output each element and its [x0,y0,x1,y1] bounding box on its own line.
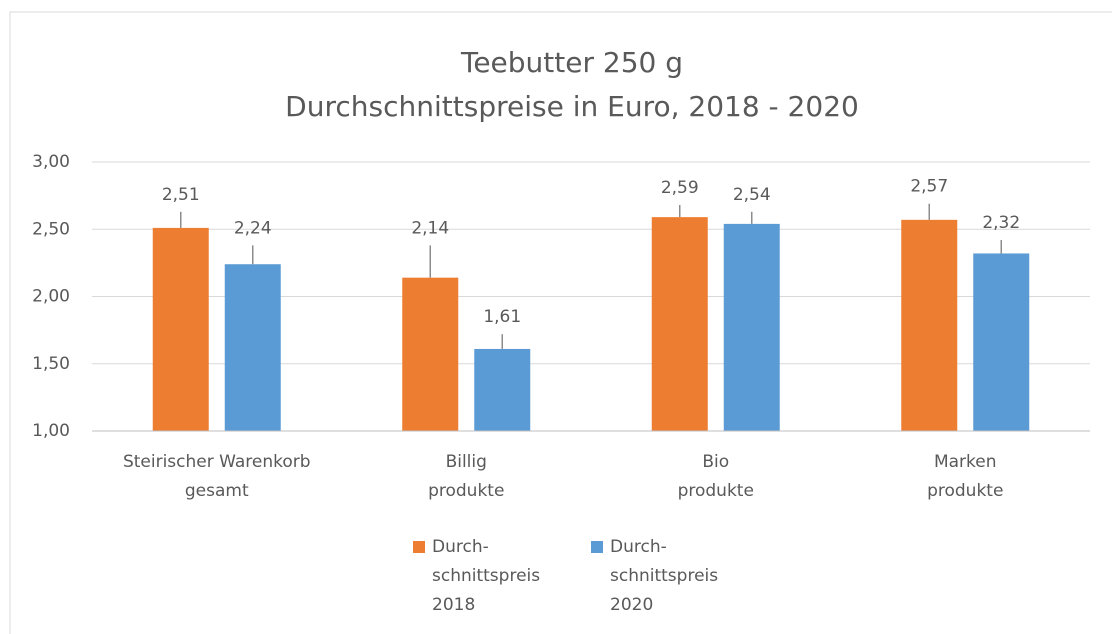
data-label: 2,14 [411,218,449,238]
y-tick-label: 2,00 [32,287,70,307]
data-label: 1,61 [483,307,521,327]
y-tick-label: 3,00 [32,152,70,172]
data-label: 2,32 [982,213,1020,233]
bar [723,223,780,431]
bar [402,277,459,431]
y-tick-label: 1,50 [32,354,70,374]
legend-label: Durch- schnittspreis 2018 [432,537,541,615]
y-tick-label: 1,00 [32,421,70,441]
bar [901,219,958,431]
y-tick-label: 2,50 [32,219,70,239]
bar [224,264,281,431]
data-label: 2,59 [661,178,699,198]
x-tick-label: Billig produkte [428,452,505,501]
data-label: 2,54 [733,185,771,205]
data-label: 2,51 [162,185,200,205]
chart-title: Teebutter 250 g [460,46,683,79]
bar [651,217,708,431]
legend-swatch [413,541,425,553]
chart-border [9,11,1112,634]
data-label: 2,57 [910,177,948,197]
bar [973,253,1030,431]
legend-label: Durch- schnittspreis 2020 [610,537,719,615]
x-tick-label: Steirischer Warenkorb gesamt [122,452,311,501]
x-tick-label: Bio produkte [677,452,754,501]
bar [474,348,531,431]
legend-swatch [591,541,603,553]
bar [152,227,209,431]
x-tick-label: Marken produkte [927,452,1004,501]
chart-subtitle: Durchschnittspreise in Euro, 2018 - 2020 [285,90,859,123]
data-label: 2,24 [234,218,272,238]
